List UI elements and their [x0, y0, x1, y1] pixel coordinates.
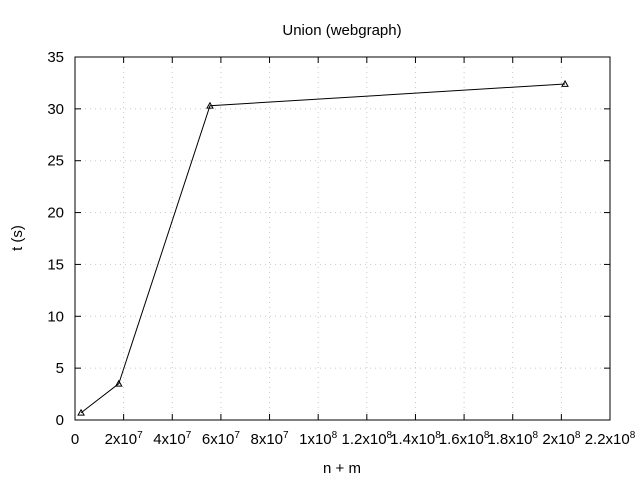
- data-point-marker: [77, 408, 85, 416]
- y-tick-label: 0: [56, 412, 64, 429]
- series-layer: [77, 79, 569, 416]
- plot-frame: [74, 56, 611, 421]
- x-tick-label: 1.4x108: [390, 430, 441, 448]
- x-tick-label: 1.2x108: [342, 430, 393, 448]
- x-tick-label: 6x107: [202, 430, 241, 448]
- x-tick-label: 2x108: [542, 430, 581, 448]
- y-tick-labels: 0 5 10 15 20 25 30 35: [47, 49, 64, 429]
- chart-title: Union (webgraph): [282, 22, 401, 39]
- x-tick-label: 2x107: [105, 430, 144, 448]
- data-point-marker: [206, 101, 214, 109]
- y-axis-label: t (s): [9, 225, 26, 251]
- y-tick-label: 15: [47, 256, 64, 273]
- x-tick-label: 0: [71, 431, 79, 448]
- x-tick-label: 4x107: [153, 430, 192, 448]
- x-tick-label: 1.6x108: [439, 430, 490, 448]
- data-point-marker: [561, 79, 569, 87]
- y-tick-label: 20: [47, 205, 64, 222]
- y-tick-label: 35: [47, 49, 64, 66]
- data-point-marker: [114, 379, 123, 387]
- y-tick-label: 5: [56, 360, 64, 377]
- x-tick-label: 1.8x108: [487, 430, 538, 448]
- y-tick-label: 30: [47, 101, 64, 118]
- x-tick-labels: 0 2x107 4x107 6x107 8x107 1x108 1.2x1081.4x108…: [71, 430, 636, 448]
- x-tick-label: 2.2x108: [585, 430, 636, 448]
- y-tick-label: 10: [47, 308, 64, 325]
- grid: [75, 57, 610, 420]
- y-tick-label: 25: [47, 153, 64, 170]
- x-tick-label: 1x108: [299, 430, 338, 448]
- x-axis-label: n + m: [323, 460, 361, 477]
- x-tick-label: 8x107: [250, 430, 289, 448]
- tick-marks: [74, 56, 611, 421]
- series-line: [80, 83, 566, 414]
